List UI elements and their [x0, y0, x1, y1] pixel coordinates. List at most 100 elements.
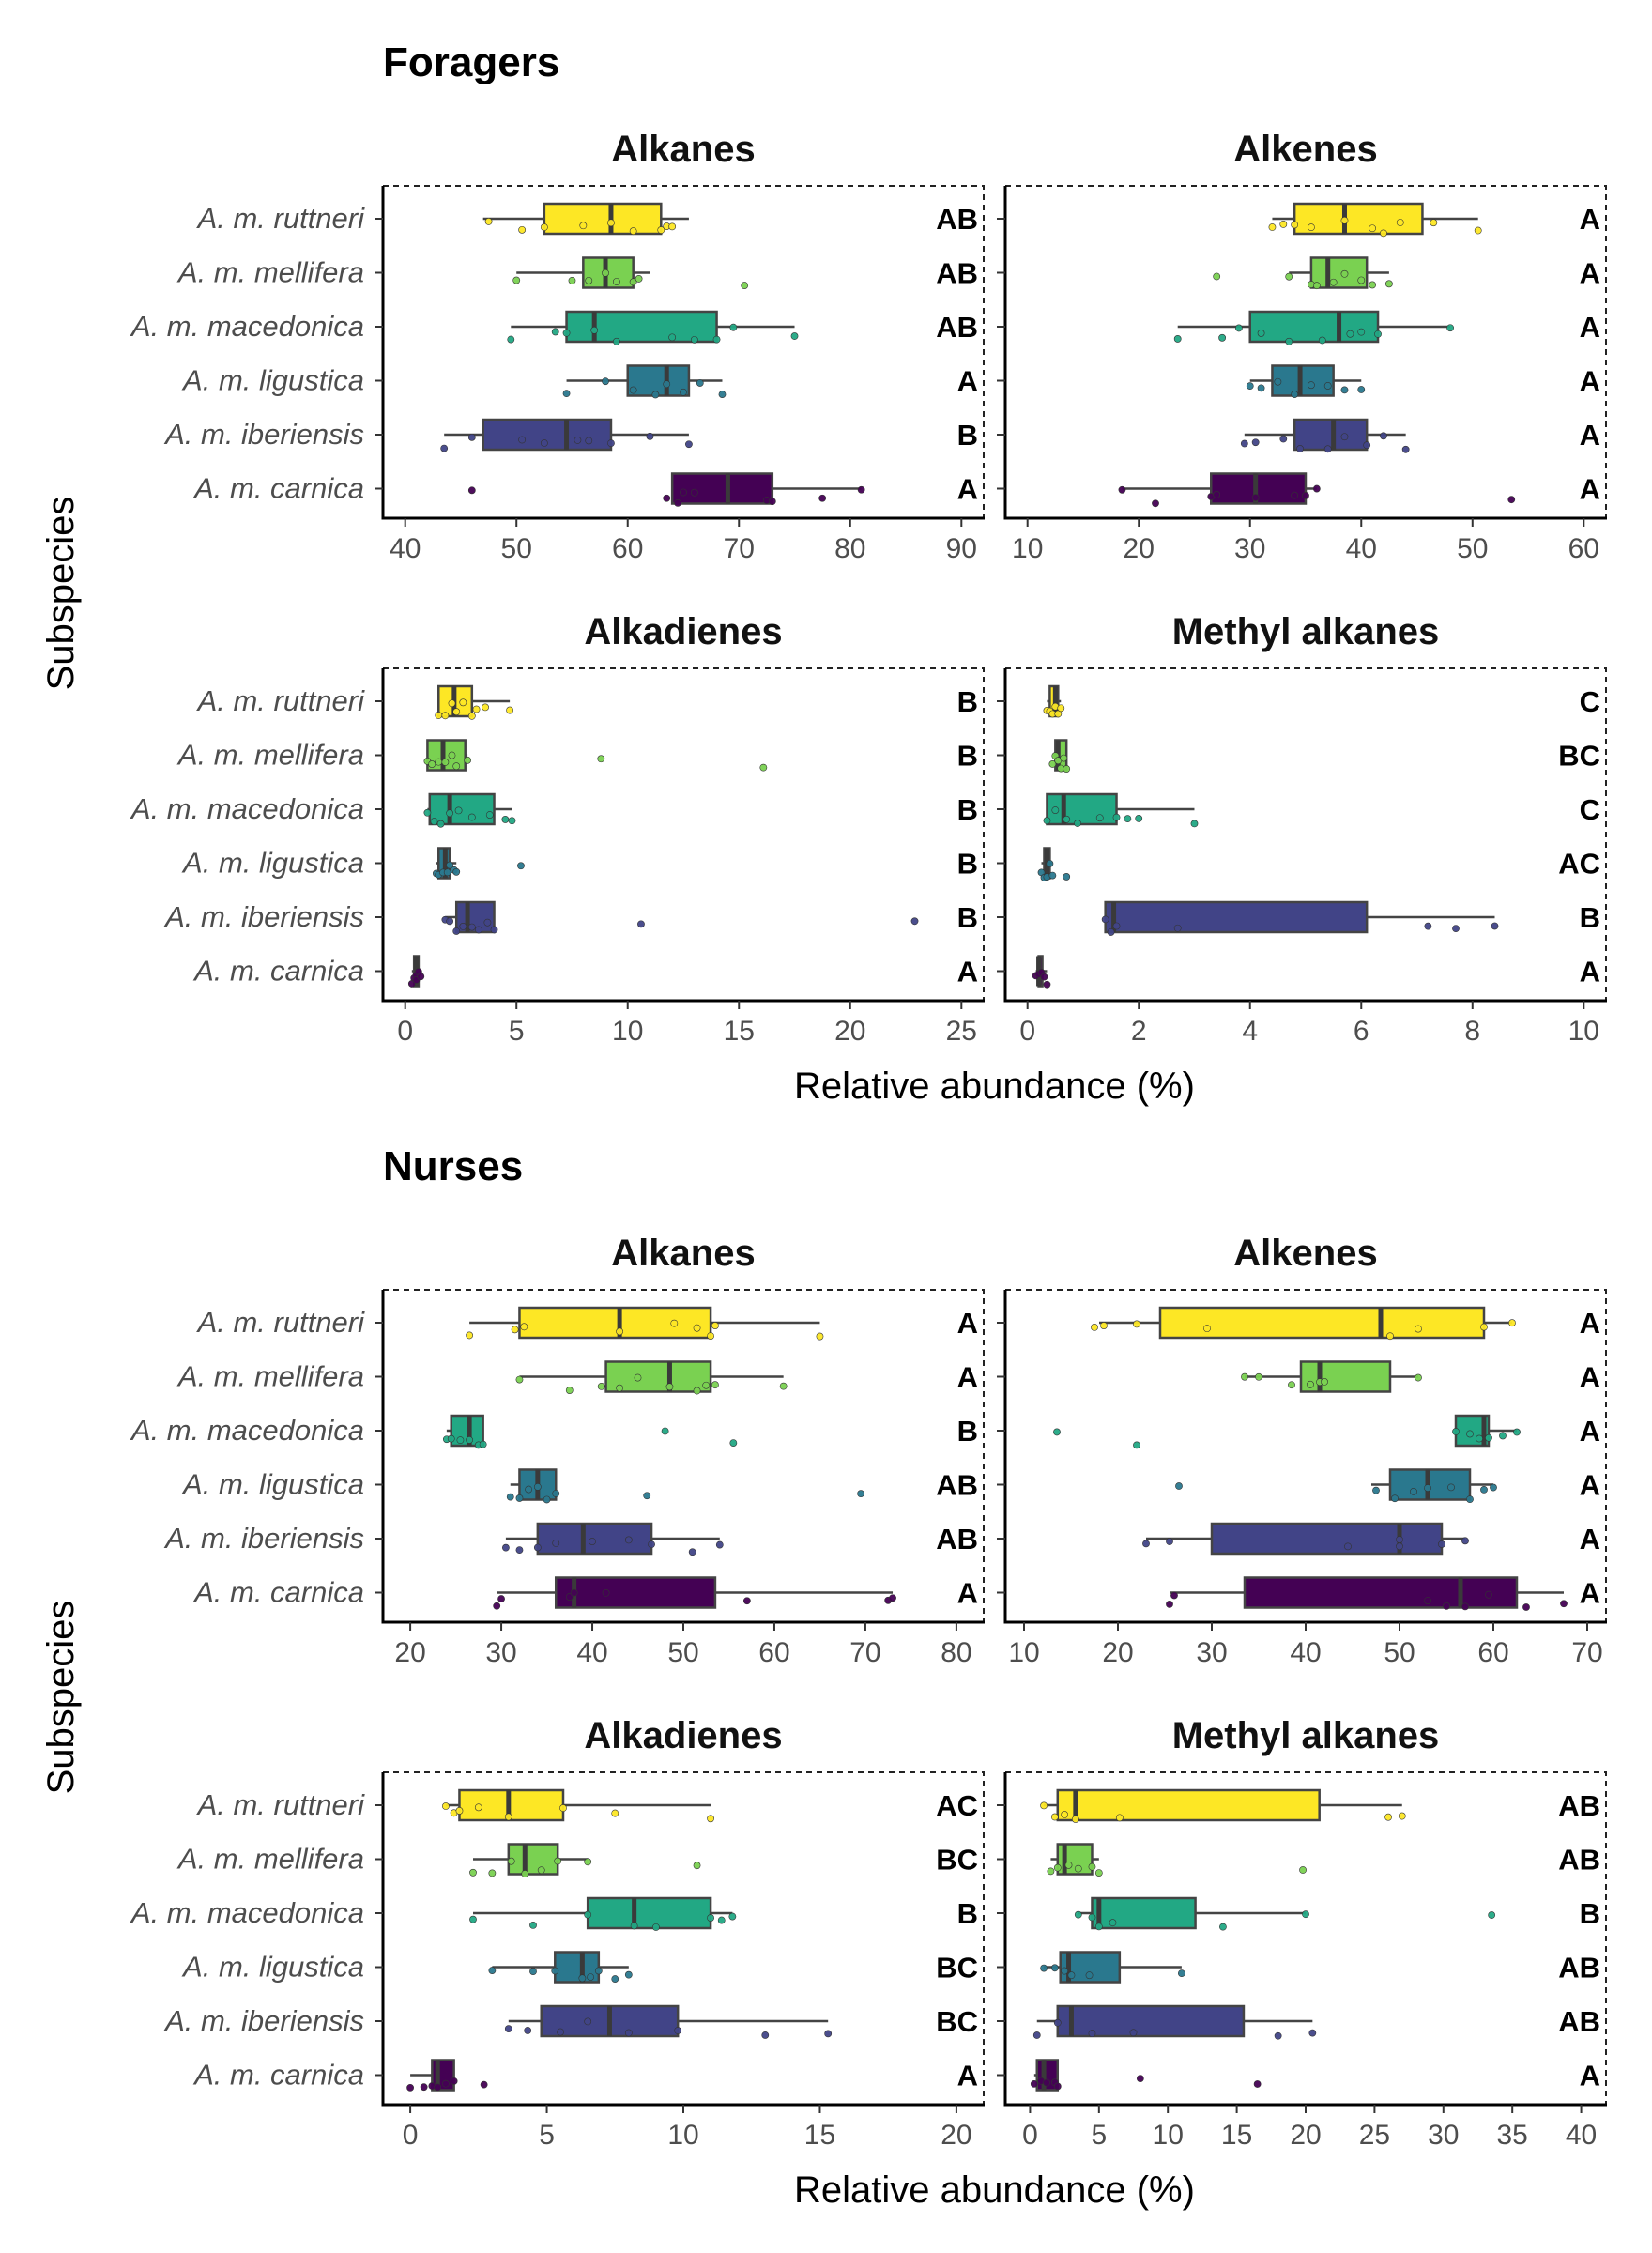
data-point [1032, 2031, 1041, 2039]
panel-border [1004, 1771, 1607, 2106]
group-letter: A [957, 365, 978, 398]
data-point [594, 1967, 603, 1975]
facet-title: Methyl alkanes [1172, 1715, 1440, 1756]
data-point [466, 1436, 474, 1444]
data-point [452, 867, 461, 876]
data-point [428, 760, 436, 768]
box [507, 1843, 559, 1876]
data-point [629, 278, 637, 286]
data-point [1372, 1486, 1380, 1494]
subspecies-label: A. m. iberiensis [163, 1522, 364, 1555]
data-point [1166, 1538, 1173, 1545]
x-tick-label: 20 [1290, 2120, 1321, 2151]
group-letter: A [1580, 473, 1600, 506]
data-point [1302, 1910, 1309, 1919]
x-tick-label: 15 [1221, 2120, 1252, 2151]
data-point [1415, 1373, 1422, 1382]
group-letter: B [957, 1415, 978, 1448]
data-point [759, 763, 768, 772]
x-tick-label: 30 [1428, 2120, 1459, 2151]
data-point [435, 712, 443, 719]
data-point [1057, 704, 1065, 713]
data-point [1246, 382, 1254, 391]
data-point [456, 1436, 465, 1445]
data-point [452, 927, 461, 935]
data-point [417, 973, 425, 981]
data-point [490, 926, 498, 934]
data-point [624, 2029, 633, 2037]
data-point [616, 1384, 624, 1392]
x-tick-label: 50 [1384, 1637, 1415, 1668]
data-point [1115, 1814, 1124, 1822]
data-point [480, 2080, 488, 2089]
box [518, 1306, 712, 1340]
data-point [578, 1974, 587, 1983]
x-axis-title: Relative abundance (%) [794, 1065, 1195, 1107]
data-point [711, 1381, 719, 1389]
data-point [1396, 219, 1404, 226]
facet-title: Methyl alkanes [1172, 611, 1440, 652]
subspecies-label: A. m. mellifera [176, 1360, 364, 1393]
subspecies-label: A. m. mellifera [176, 1843, 364, 1876]
data-point [482, 703, 489, 712]
data-point [469, 1868, 477, 1877]
data-point [488, 1967, 497, 1974]
group-letter: AB [936, 1523, 978, 1556]
data-point [646, 432, 654, 440]
data-point [693, 1862, 701, 1870]
box [604, 1360, 712, 1393]
data-point [1491, 922, 1499, 930]
data-point [690, 488, 698, 497]
group-letter: AB [936, 203, 978, 236]
data-point [602, 1588, 610, 1597]
facet-methyl-alkanes: Methyl alkanes 0 2 4 6 8 10 C BC C AC BA [997, 611, 1607, 1047]
data-point [1560, 1600, 1568, 1608]
x-tick-label: 4 [1242, 1016, 1258, 1047]
subspecies-label: A. m. carnica [192, 2059, 364, 2092]
data-point [459, 698, 467, 707]
data-point [1279, 220, 1288, 228]
data-point [1452, 925, 1460, 933]
data-point [1053, 1428, 1061, 1436]
x-tick-label: 6 [1354, 1016, 1369, 1047]
data-point [1415, 1325, 1422, 1333]
data-point [1074, 1864, 1082, 1873]
data-point [475, 926, 482, 934]
data-point [1424, 922, 1432, 930]
data-point [1142, 1540, 1150, 1548]
x-tick-label: 40 [576, 1637, 607, 1668]
box [1271, 364, 1335, 397]
group-letter: B [957, 901, 978, 934]
data-point [493, 1602, 501, 1610]
group-letter: A [957, 473, 978, 506]
data-point [1312, 484, 1321, 493]
data-point [472, 705, 481, 713]
data-point [441, 712, 450, 720]
subspecies-label: A. m. iberiensis [163, 900, 364, 933]
data-point [1219, 1923, 1227, 1931]
data-point [702, 1381, 711, 1389]
group-letter: A [1580, 1361, 1600, 1394]
data-point [441, 759, 450, 766]
subspecies-label: A. m. ruttneri [196, 1306, 366, 1339]
x-tick-label: 40 [1290, 1637, 1321, 1668]
subspecies-label: A. m. mellifera [176, 739, 364, 772]
data-point [1088, 1913, 1096, 1922]
data-point [1344, 1542, 1352, 1551]
data-point [1461, 1537, 1469, 1545]
group-letter: A [1580, 1469, 1600, 1502]
box [565, 310, 718, 344]
data-point [729, 1439, 738, 1448]
data-point [1485, 1433, 1492, 1442]
data-point [1043, 980, 1051, 989]
data-point [657, 226, 665, 234]
data-point [1173, 924, 1182, 932]
data-point [506, 1493, 514, 1501]
data-point [1053, 2082, 1062, 2091]
data-point [1291, 391, 1299, 398]
data-point [707, 1914, 714, 1922]
data-point [1112, 922, 1121, 930]
data-point [469, 1915, 477, 1923]
data-point [1101, 915, 1109, 924]
